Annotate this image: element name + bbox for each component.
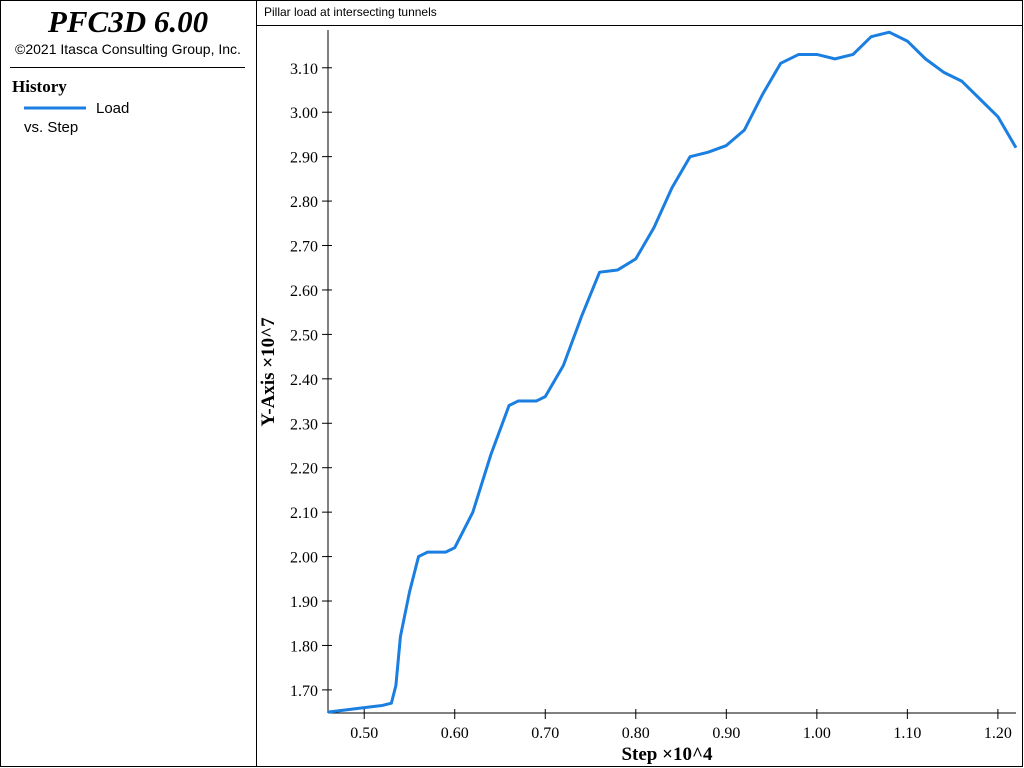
y-tick-label: 2.90 bbox=[290, 150, 318, 167]
y-tick-label: 3.00 bbox=[290, 105, 318, 122]
x-tick-label: 0.60 bbox=[441, 725, 469, 742]
y-tick-label: 2.80 bbox=[290, 194, 318, 211]
chart-title: Pillar load at intersecting tunnels bbox=[264, 5, 437, 19]
x-axis-label: Step ×10^4 bbox=[621, 744, 713, 765]
y-tick-label: 2.70 bbox=[290, 239, 318, 256]
y-axis-label: Y-Axis ×10^7 bbox=[258, 317, 279, 427]
x-tick-label: 1.00 bbox=[803, 725, 831, 742]
y-tick-label: 1.90 bbox=[290, 594, 318, 611]
x-tick-label: 1.20 bbox=[984, 725, 1012, 742]
y-tick-label: 2.60 bbox=[290, 283, 318, 300]
copyright: ©2021 Itasca Consulting Group, Inc. bbox=[15, 41, 241, 57]
product-title: PFC3D 6.00 bbox=[47, 4, 208, 39]
legend-label: Load bbox=[96, 100, 129, 117]
data-line bbox=[327, 30, 1018, 714]
x-tick-label: 0.90 bbox=[712, 725, 740, 742]
y-tick-label: 2.50 bbox=[290, 327, 318, 344]
y-tick-label: 2.10 bbox=[290, 505, 318, 522]
y-tick-label: 2.20 bbox=[290, 461, 318, 478]
x-tick-label: 0.70 bbox=[531, 725, 559, 742]
x-tick-label: 1.10 bbox=[893, 725, 921, 742]
y-tick-label: 1.80 bbox=[290, 638, 318, 655]
y-tick-label: 2.00 bbox=[290, 550, 318, 567]
y-tick-label: 2.40 bbox=[290, 372, 318, 389]
y-tick-label: 3.10 bbox=[290, 61, 318, 78]
legend-note: vs. Step bbox=[24, 119, 78, 136]
y-tick-label: 2.30 bbox=[290, 416, 318, 433]
x-tick-label: 0.50 bbox=[350, 725, 378, 742]
history-heading: History bbox=[12, 77, 67, 96]
x-tick-label: 0.80 bbox=[622, 725, 650, 742]
y-tick-label: 1.70 bbox=[290, 683, 318, 700]
